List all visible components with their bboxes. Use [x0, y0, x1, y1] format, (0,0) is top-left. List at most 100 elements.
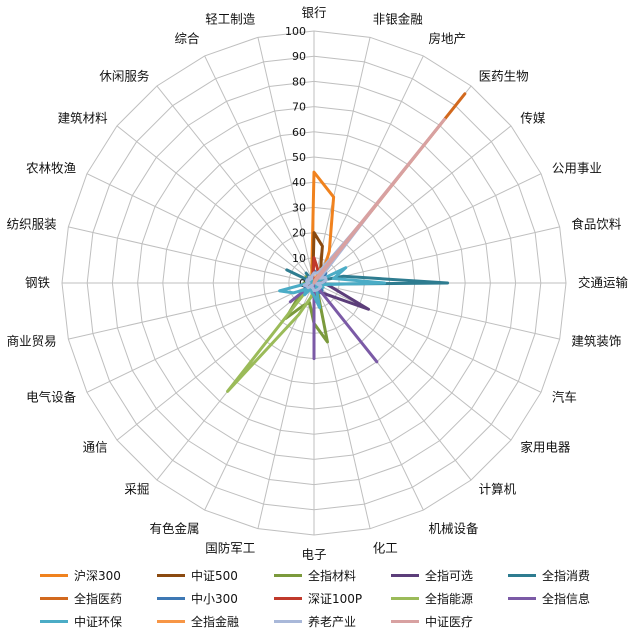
legend-swatch: [391, 619, 419, 623]
legend-swatch: [391, 596, 419, 600]
axis-label: 通信: [83, 440, 108, 455]
axis-label: 房地产: [429, 31, 467, 46]
axis-label: 非银金融: [373, 12, 424, 27]
legend: 沪深300 中证500 全指材料 全指可选 全指消费全指医药 中小300 深证100P 全指能…: [40, 566, 640, 630]
axis-label: 钢铁: [25, 275, 51, 290]
axis-label: 计算机: [479, 481, 517, 496]
grid-spoke: [204, 55, 315, 284]
axis-label: 银行: [301, 5, 326, 20]
grid-spoke: [68, 282, 315, 340]
axis-label: 商业贸易: [7, 334, 57, 349]
legend-item: 中证500: [157, 566, 274, 584]
tick-label: 70: [292, 101, 306, 114]
legend-item: 全指医药: [40, 589, 157, 607]
legend-label: 中证医疗: [425, 614, 474, 629]
tick-label: 40: [292, 176, 306, 189]
grid-spoke: [116, 125, 315, 284]
grid-spoke: [313, 282, 512, 441]
legend-swatch: [508, 573, 536, 577]
legend-item: 沪深300: [40, 566, 157, 584]
legend-label: 全指医药: [74, 591, 123, 606]
legend-swatch: [157, 596, 185, 600]
legend-item: 养老产业: [274, 612, 391, 630]
legend-item: 全指能源: [391, 589, 508, 607]
legend-swatch: [274, 619, 302, 623]
axis-label: 公用事业: [552, 160, 602, 175]
legend-swatch: [157, 573, 185, 577]
series-line: [312, 117, 446, 285]
axis-label: 休闲服务: [99, 69, 149, 84]
axis-label: 纺织服装: [7, 216, 57, 231]
legend-swatch: [40, 573, 68, 577]
legend-label: 全指能源: [425, 591, 474, 606]
grid-spoke: [313, 37, 371, 284]
legend-label: 中证500: [191, 568, 238, 583]
legend-label: 全指消费: [542, 568, 591, 583]
legend-swatch: [274, 573, 302, 577]
axis-label: 综合: [174, 31, 200, 46]
axis-label: 采掘: [124, 481, 149, 496]
legend-label: 深证100P: [308, 591, 363, 606]
tick-label: 100: [285, 25, 306, 38]
grid-spoke: [313, 173, 542, 284]
grid-spoke: [68, 226, 315, 284]
axis-label: 食品饮料: [571, 216, 622, 231]
tick-label: 60: [292, 126, 306, 139]
axis-label: 国防军工: [205, 540, 255, 555]
axis-label: 机械设备: [429, 521, 480, 536]
series-line: [302, 210, 373, 293]
axis-label: 化工: [373, 540, 398, 555]
grid-spoke: [313, 125, 512, 284]
legend-swatch: [508, 596, 536, 600]
grid-spoke: [257, 282, 315, 529]
axis-label: 电气设备: [26, 390, 77, 405]
axis-label: 建筑装饰: [571, 334, 621, 349]
legend-swatch: [40, 619, 68, 623]
legend-swatch: [40, 596, 68, 600]
legend-item: 全指消费: [508, 566, 625, 584]
axis-label: 医药生物: [479, 69, 529, 84]
tick-label: 50: [292, 151, 306, 164]
legend-label: 全指金融: [191, 614, 240, 629]
tick-label: 20: [292, 227, 306, 240]
legend-item: 深证100P: [274, 589, 391, 607]
axis-label: 农林牧渔: [26, 160, 76, 175]
legend-label: 全指可选: [425, 568, 474, 583]
legend-item: 全指信息: [508, 589, 625, 607]
axis-label: 家用电器: [520, 440, 571, 455]
legend-label: 中证环保: [74, 614, 123, 629]
grid-spoke: [86, 282, 315, 393]
legend-label: 全指材料: [308, 568, 357, 583]
grid-spoke: [313, 226, 560, 284]
grid-spoke: [156, 85, 315, 284]
radar-chart: 0 10 20 30 40 50 60 70 80 90 100 银行 非银金融 房地产 医药生物 传媒 公用事…: [7, 5, 629, 560]
legend-item: 中证环保: [40, 612, 157, 630]
tick-label: 30: [292, 201, 306, 214]
legend-item: 全指金融: [157, 612, 274, 630]
legend-item: 中小300: [157, 589, 274, 607]
legend-item: 中证医疗: [391, 612, 508, 630]
grid-spoke: [313, 282, 560, 340]
axis-label: 轻工制造: [205, 12, 256, 27]
legend-swatch: [274, 596, 302, 600]
axis-label: 传媒: [520, 110, 546, 125]
legend-label: 全指信息: [542, 591, 591, 606]
axis-label: 建筑材料: [58, 110, 109, 125]
axis-label: 汽车: [552, 390, 577, 405]
axis-label: 电子: [301, 547, 326, 560]
grid-spoke: [204, 282, 315, 511]
grid-spoke: [313, 282, 542, 393]
legend-label: 养老产业: [308, 614, 357, 629]
legend-label: 中小300: [191, 591, 238, 606]
legend-swatch: [157, 619, 185, 623]
legend-swatch: [391, 573, 419, 577]
legend-item: 全指可选: [391, 566, 508, 584]
axis-label: 有色金属: [149, 521, 199, 536]
axis-label: 交通运输: [578, 275, 629, 290]
grid-spoke: [257, 37, 315, 284]
tick-label: 10: [292, 252, 306, 265]
legend-label: 沪深300: [74, 568, 121, 583]
grid-spoke: [86, 173, 315, 284]
grid-spoke: [313, 55, 424, 284]
